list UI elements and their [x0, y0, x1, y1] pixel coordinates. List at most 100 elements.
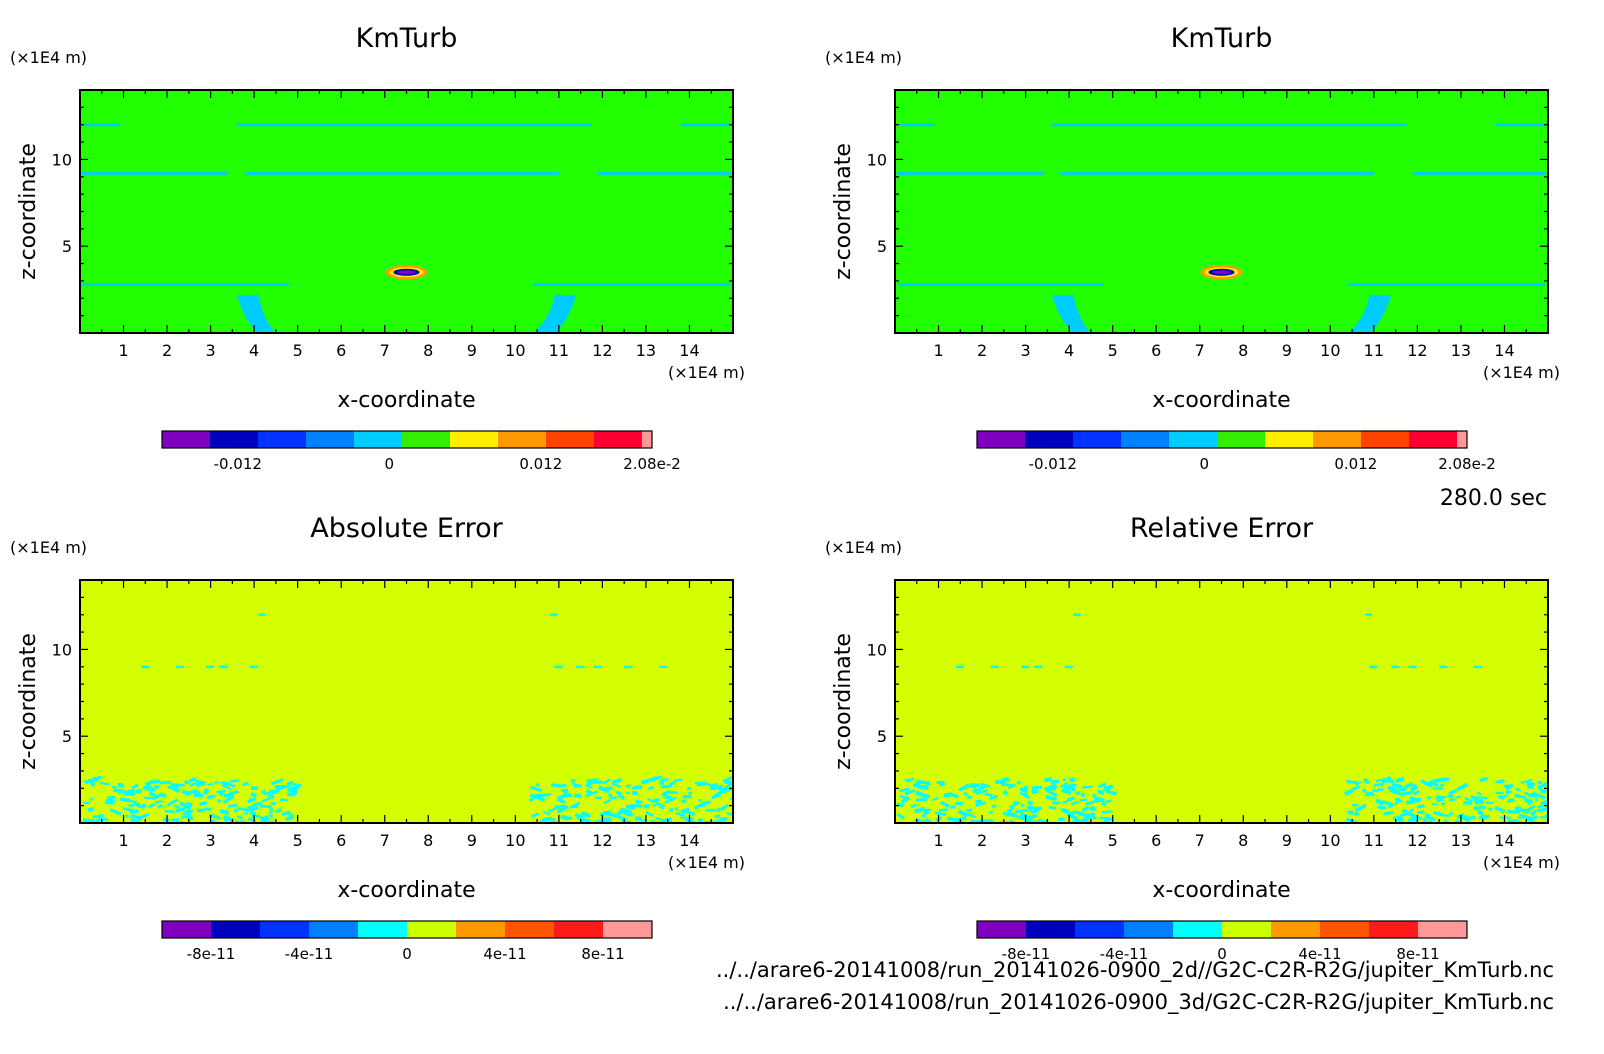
- error-blob: [611, 782, 622, 788]
- colorbar-swatch: [210, 431, 258, 448]
- x-tick-label: 10: [505, 341, 525, 360]
- error-blob: [1090, 807, 1096, 811]
- error-blob: [1002, 783, 1014, 788]
- error-blob: [1069, 814, 1074, 818]
- error-blob: [896, 812, 905, 820]
- error-blob: [925, 780, 931, 786]
- error-blob: [1375, 778, 1384, 783]
- error-blob: [919, 794, 931, 802]
- error-blob: [904, 788, 916, 796]
- colorbar-swatch: [1173, 921, 1222, 938]
- x-tick-label: 12: [1407, 341, 1427, 360]
- colorbar-swatch: [1265, 431, 1313, 448]
- x-tick-label: 12: [592, 831, 612, 850]
- x-unit-label: (×1E4 m): [1483, 853, 1560, 872]
- error-blob: [1431, 802, 1438, 806]
- error-blob: [140, 813, 148, 820]
- heatmap-field: [895, 580, 1548, 823]
- error-blob: [1428, 779, 1439, 788]
- error-blob: [207, 794, 215, 799]
- error-mark: [554, 665, 563, 669]
- error-blob: [1530, 810, 1537, 817]
- colorbar-swatch: [603, 921, 652, 938]
- error-blob: [915, 806, 926, 814]
- error-blob: [223, 793, 234, 798]
- error-blob: [1537, 780, 1543, 785]
- error-blob: [1080, 793, 1085, 798]
- error-blob: [248, 797, 254, 803]
- error-blob: [228, 803, 238, 808]
- error-blob: [1424, 814, 1434, 822]
- colorbar-swatch: [498, 431, 546, 448]
- x-tick-label: 8: [423, 831, 433, 850]
- error-blob: [1530, 819, 1541, 823]
- error-blob: [1026, 805, 1032, 810]
- error-blob: [694, 804, 706, 809]
- error-blob: [1013, 800, 1020, 806]
- error-blob: [1539, 788, 1548, 794]
- anomaly-contour: [397, 270, 416, 275]
- error-blob: [275, 809, 280, 813]
- x-tick-label: 11: [1364, 831, 1384, 850]
- colorbar-swatch: [1121, 431, 1169, 448]
- error-blob: [193, 793, 203, 798]
- error-mark: [1064, 665, 1073, 669]
- error-blob: [87, 806, 95, 813]
- x-tick-label: 11: [549, 341, 569, 360]
- error-blob: [148, 802, 156, 809]
- error-blob: [1092, 793, 1096, 798]
- x-tick-label: 7: [380, 341, 390, 360]
- error-blob: [698, 798, 702, 803]
- error-blob: [1352, 786, 1358, 791]
- error-blob: [938, 782, 946, 787]
- error-blob: [668, 780, 676, 787]
- error-blob: [682, 794, 692, 799]
- error-blob: [680, 815, 685, 820]
- y-unit-label: (×1E4 m): [10, 538, 87, 557]
- error-blob: [721, 807, 725, 811]
- x-tick-label: 9: [1282, 341, 1292, 360]
- error-blob: [144, 796, 156, 800]
- error-blob: [1514, 809, 1524, 815]
- error-blob: [1495, 791, 1504, 795]
- error-blob: [1505, 816, 1511, 820]
- error-blob: [724, 782, 733, 788]
- colorbar: -8e-11 -4e-11 0 4e-11 8e-11: [161, 920, 653, 963]
- error-mark: [576, 665, 585, 669]
- error-mark: [206, 665, 215, 669]
- colorbar-swatch: [546, 431, 594, 448]
- error-mark: [1391, 665, 1400, 669]
- error-blob: [950, 792, 959, 799]
- error-blob: [179, 801, 192, 810]
- error-blob: [1070, 800, 1079, 806]
- error-blob: [1440, 801, 1445, 806]
- error-blob: [1031, 787, 1039, 793]
- colorbar-tick-label: 0: [1217, 945, 1227, 963]
- colorbar-swatch: [1124, 921, 1173, 938]
- error-blob: [1072, 818, 1081, 823]
- error-blob: [647, 797, 655, 803]
- colorbar-swatch: [162, 431, 210, 448]
- error-mark: [955, 665, 964, 669]
- error-blob: [230, 779, 239, 783]
- error-blob: [166, 798, 179, 807]
- error-blob: [598, 785, 610, 794]
- error-blob: [1427, 796, 1431, 800]
- error-blob: [641, 778, 650, 785]
- error-blob: [181, 808, 192, 816]
- error-blob: [1422, 780, 1433, 788]
- x-tick-label: 6: [336, 831, 346, 850]
- error-blob: [631, 790, 638, 796]
- error-blob: [175, 807, 186, 813]
- error-blob: [697, 817, 704, 823]
- x-tick-label: 14: [1494, 341, 1514, 360]
- error-blob: [1463, 815, 1476, 821]
- error-mark: [1408, 665, 1417, 669]
- error-blob: [124, 788, 136, 795]
- error-blob: [603, 810, 616, 818]
- colorbar-tick-label: -8e-11: [187, 945, 236, 963]
- error-blob: [1019, 791, 1031, 800]
- error-blob: [988, 818, 995, 823]
- error-blob: [117, 782, 124, 788]
- error-blob: [923, 809, 930, 816]
